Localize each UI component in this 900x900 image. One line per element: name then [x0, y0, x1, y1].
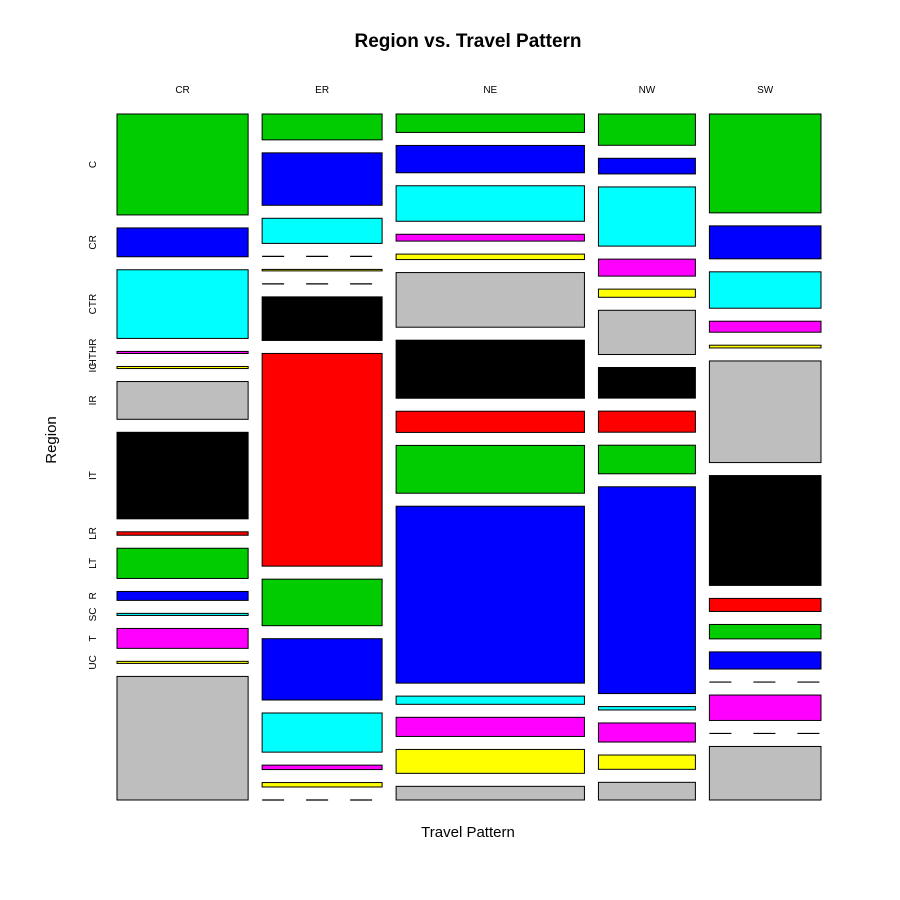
tile-er-lr — [261, 352, 383, 567]
tile-cr-hthr — [116, 350, 249, 354]
tile-nw-sc — [597, 706, 696, 711]
tile-cr-ic — [116, 365, 249, 370]
tile-er-c — [261, 113, 383, 141]
tile-sw-hthr — [708, 320, 822, 333]
tile-ne-t — [395, 716, 585, 737]
row-label-ir: IR — [88, 395, 99, 405]
tile-ne-r — [395, 505, 585, 684]
tile-nw-uc — [597, 754, 696, 770]
tile-sw-ir — [708, 360, 822, 464]
row-label-r: R — [88, 592, 99, 599]
row-label-cr: CR — [88, 235, 99, 249]
tile-ne-cr — [395, 144, 585, 174]
y-axis-label: Region — [43, 416, 60, 464]
tile-er-ic — [261, 268, 383, 272]
row-label-t: T — [88, 635, 99, 641]
row-label-it: IT — [88, 471, 99, 480]
tile-er-sc — [261, 712, 383, 753]
tile-sw-it — [708, 475, 822, 586]
tile-ne-ic — [395, 253, 585, 261]
tile-cr-tail — [116, 675, 249, 801]
x-axis-label: Travel Pattern — [421, 824, 515, 841]
row-label-lt: LT — [88, 558, 99, 569]
tile-er-it — [261, 296, 383, 341]
tile-ne-uc — [395, 748, 585, 774]
tile-cr-uc — [116, 660, 249, 664]
tile-nw-ir — [597, 309, 696, 356]
tile-cr-lt — [116, 547, 249, 579]
row-label-ic: IC — [88, 363, 99, 373]
tile-cr-ir — [116, 381, 249, 420]
tile-nw-c — [597, 113, 696, 146]
row-label-ctr: CTR — [88, 294, 99, 315]
tile-er-uc — [261, 782, 383, 788]
tile-nw-lr — [597, 410, 696, 433]
tile-er-lt — [261, 578, 383, 627]
chart-title: Region vs. Travel Pattern — [354, 31, 581, 52]
tile-sw-tail — [708, 745, 822, 801]
tile-cr-it — [116, 431, 249, 520]
tile-ne-it — [395, 339, 585, 399]
tile-ne-ir — [395, 272, 585, 328]
tile-nw-cr — [597, 157, 696, 175]
tile-er-r — [261, 638, 383, 701]
tile-nw-it — [597, 367, 696, 399]
tile-ne-c — [395, 113, 585, 133]
tile-nw-lt — [597, 444, 696, 475]
tile-sw-ctr — [708, 271, 822, 309]
tile-nw-ctr — [597, 186, 696, 247]
tile-cr-c — [116, 113, 249, 216]
tile-ne-sc — [395, 695, 585, 705]
tile-cr-r — [116, 590, 249, 601]
tile-er-t — [261, 764, 383, 771]
tile-sw-r — [708, 651, 822, 670]
column-label-cr: CR — [175, 85, 189, 96]
mosaic-tiles — [116, 113, 822, 801]
tile-ne-hthr — [395, 233, 585, 242]
column-label-nw: NW — [639, 85, 656, 96]
tile-sw-t — [708, 694, 822, 721]
tile-ne-tail — [395, 785, 585, 801]
tile-sw-cr — [708, 225, 822, 260]
tile-nw-t — [597, 722, 696, 743]
row-label-c: C — [88, 161, 99, 168]
tile-nw-tail — [597, 781, 696, 801]
tile-sw-lr — [708, 597, 822, 612]
tile-cr-lr — [116, 531, 249, 536]
tile-sw-c — [708, 113, 822, 214]
tile-ne-lr — [395, 410, 585, 433]
tile-cr-sc — [116, 612, 249, 616]
row-label-sc: SC — [88, 607, 99, 621]
row-label-lr: LR — [88, 527, 99, 540]
tile-ne-ctr — [395, 185, 585, 222]
tile-er-cr — [261, 152, 383, 206]
tile-sw-lt — [708, 623, 822, 640]
column-label-er: ER — [315, 85, 329, 96]
tile-cr-t — [116, 627, 249, 649]
column-label-sw: SW — [757, 85, 774, 96]
row-label-uc: UC — [88, 655, 99, 669]
tile-cr-cr — [116, 227, 249, 258]
tile-nw-r — [597, 486, 696, 695]
tile-ne-lt — [395, 444, 585, 494]
column-labels: CR ER NE NW SW — [175, 85, 773, 96]
tile-nw-ic — [597, 288, 696, 298]
tile-sw-ic — [708, 344, 822, 349]
tile-cr-ctr — [116, 269, 249, 339]
tile-nw-hthr — [597, 258, 696, 277]
row-label-hthr: HTHR — [88, 339, 99, 367]
column-label-ne: NE — [483, 85, 497, 96]
tile-er-ctr — [261, 217, 383, 244]
